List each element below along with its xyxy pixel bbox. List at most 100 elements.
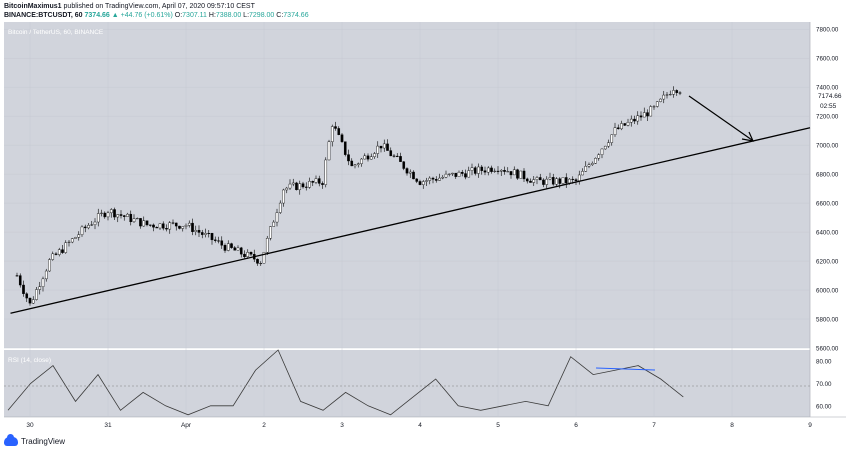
price-tick-label: 7800.00 (816, 27, 839, 34)
ohlc-open-value: 7307.11 (182, 12, 207, 19)
candle-body (652, 106, 656, 108)
price-change: ▲ +44.76 (+0.61%) (111, 12, 173, 19)
candle-body (613, 127, 617, 136)
candle-body (304, 186, 308, 188)
current-price-label: 7174.66 (818, 93, 842, 100)
candle-body (22, 284, 25, 294)
candle-body (44, 270, 48, 280)
candle-body (389, 150, 393, 157)
candle-body (626, 122, 630, 126)
candle-body (272, 221, 276, 227)
candle-body (473, 167, 477, 174)
symbol-label: BINANCE:BTCUSDT, 60 (4, 12, 83, 19)
candle-body (428, 177, 432, 181)
candle-body (330, 126, 334, 142)
candle-body (139, 218, 142, 227)
candle-body (334, 126, 337, 129)
candle-body (239, 247, 243, 255)
candle-body (594, 158, 597, 164)
candle-body (571, 178, 575, 180)
candle-body (301, 183, 305, 188)
candle-body (659, 98, 662, 102)
candle-body (126, 213, 129, 217)
candle-body (106, 212, 110, 218)
price-tick-label: 6000.00 (816, 288, 839, 295)
candle-body (80, 226, 84, 235)
candle-body (486, 167, 490, 173)
price-tick-label: 7200.00 (816, 114, 839, 121)
support-trendline[interactable] (10, 127, 811, 314)
price-chart[interactable]: 7800.00 7600.00 7400.00 7200.00 7000.00 6800.… (4, 22, 846, 441)
projection-arrow[interactable] (688, 95, 753, 141)
candle-body (93, 221, 97, 225)
date-tick-label: 8 (730, 422, 734, 429)
candle-body (70, 238, 74, 243)
candle-body (451, 172, 454, 175)
candle-body (405, 168, 409, 174)
candle-body (623, 123, 627, 126)
candle-body (262, 251, 266, 264)
price-tick-label: 7600.00 (816, 56, 839, 63)
candle-body (324, 159, 328, 185)
date-tick-label: 6 (574, 422, 578, 429)
candle-body (587, 164, 591, 167)
candle-body (376, 145, 380, 154)
candle-body (402, 161, 406, 169)
candle-body (148, 224, 152, 226)
candle-body (675, 90, 679, 93)
author-name[interactable]: BitcoinMaximus1 (4, 3, 62, 10)
ohlc-high-label: H: (208, 12, 216, 19)
candle-body (350, 160, 354, 167)
candle-body (434, 179, 438, 181)
candle-body (360, 158, 363, 164)
candle-body (477, 166, 480, 174)
tradingview-logo[interactable]: TradingView (4, 434, 65, 446)
candle-body (35, 289, 38, 300)
price-scale (810, 22, 846, 417)
candle-body (490, 167, 493, 172)
candle-body (100, 212, 103, 214)
rsi-label: RSI (14, close) (8, 357, 51, 364)
candle-body (665, 94, 669, 96)
candle-body (581, 171, 584, 176)
date-tick-label: 2 (262, 422, 266, 429)
candle-body (90, 224, 94, 226)
candle-body (207, 233, 211, 235)
candle-body (421, 181, 425, 185)
rsi-axis-ticks: 80.00 70.00 60.00 (816, 359, 832, 411)
candle-body (217, 240, 220, 242)
candle-body (574, 179, 578, 182)
candle-body (564, 177, 568, 184)
candle-body (603, 145, 607, 150)
rsi-line (7, 349, 684, 416)
candle-body (48, 259, 51, 272)
candle-body (135, 218, 139, 220)
date-tick-label: 5 (496, 422, 500, 429)
candle-body (639, 115, 643, 118)
candle-body (646, 112, 649, 117)
candle-body (600, 148, 604, 155)
candle-body (269, 226, 272, 239)
candle-body (447, 173, 451, 175)
candle-body (610, 134, 614, 143)
candle-body (25, 293, 29, 299)
candle-body (519, 170, 523, 179)
countdown-label: 02:55 (820, 103, 837, 110)
candle-body (366, 155, 370, 160)
price-tick-label: 6800.00 (816, 172, 839, 179)
candle-body (662, 94, 666, 100)
candle-body (512, 169, 516, 176)
candle-body (590, 163, 594, 165)
candle-body (629, 118, 633, 123)
candle-body (480, 166, 484, 171)
pair-label: Bitcoin / TetherUS, 60, BINANCE (8, 29, 104, 36)
candle-body (236, 247, 240, 251)
candle-body (96, 213, 100, 223)
candle-body (77, 234, 81, 238)
candle-body (649, 106, 653, 117)
candle-body (438, 177, 441, 181)
candle-body (161, 223, 165, 229)
candle-body (535, 177, 539, 180)
candle-body (308, 181, 311, 188)
candle-body (672, 90, 675, 95)
